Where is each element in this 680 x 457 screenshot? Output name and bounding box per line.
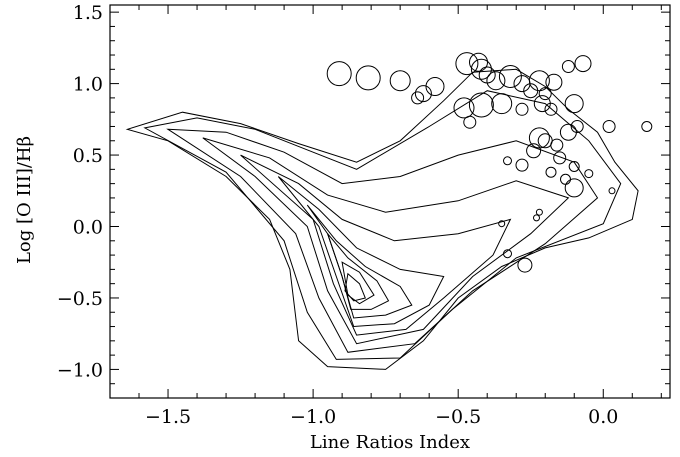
- x-axis: −1.5 −1.0 −0.5 0.0: [138, 5, 662, 428]
- circle-point-45: [533, 214, 540, 222]
- circle-point-29: [550, 138, 564, 152]
- contour-4: [240, 154, 512, 336]
- contour-5: [277, 176, 445, 328]
- circle-point-6: [455, 52, 479, 76]
- circle-point-42: [584, 169, 594, 179]
- x-axis-label: Line Ratios Index: [310, 432, 470, 453]
- circle-point-41: [564, 178, 584, 198]
- circle-point-1: [355, 65, 381, 91]
- circle-point-48: [498, 220, 506, 228]
- circle-point-34: [526, 143, 542, 159]
- x-tick-label: −1.5: [145, 406, 191, 428]
- y-tick-label: 0.5: [73, 145, 103, 167]
- contour-7: [327, 233, 390, 310]
- circle-point-22: [515, 102, 529, 116]
- x-tick-label: −0.5: [435, 406, 481, 428]
- circle-point-19: [453, 97, 475, 119]
- circle-point-27: [528, 127, 550, 149]
- x-tick-label: −1.0: [290, 406, 336, 428]
- circle-point-24: [544, 102, 558, 116]
- contour-3: [202, 137, 570, 345]
- circle-point-0: [326, 61, 352, 87]
- circle-point-5: [425, 77, 445, 96]
- y-tick-label: 0.0: [73, 217, 103, 239]
- circle-point-10: [486, 71, 506, 91]
- circle-point-44: [535, 208, 543, 216]
- circle-point-2: [389, 70, 411, 92]
- circle-point-47: [517, 257, 533, 273]
- circle-markers: [326, 52, 653, 273]
- circle-point-16: [545, 73, 563, 91]
- circle-point-30: [559, 123, 577, 141]
- circle-point-7: [469, 52, 488, 72]
- plot-frame: [109, 4, 671, 399]
- circle-point-36: [515, 158, 529, 172]
- contour-1: [143, 90, 622, 360]
- circle-point-26: [463, 115, 477, 129]
- circle-point-43: [608, 187, 616, 195]
- circle-point-21: [491, 93, 513, 115]
- circle-point-33: [641, 121, 653, 132]
- y-tick-label: 1.5: [73, 2, 103, 24]
- density-contours: [125, 68, 639, 370]
- x-tick-label: 0.0: [588, 406, 618, 428]
- plot-area: [109, 4, 671, 399]
- circle-point-37: [503, 156, 512, 166]
- circle-point-25: [564, 94, 584, 114]
- y-tick-label: 1.0: [73, 74, 103, 96]
- y-tick-label: −0.5: [57, 288, 103, 310]
- circle-point-15: [538, 87, 552, 101]
- circle-point-17: [574, 55, 592, 73]
- contour-2: [166, 128, 599, 353]
- circle-point-38: [545, 166, 557, 178]
- circle-point-8: [470, 58, 492, 80]
- circle-point-20: [468, 92, 494, 118]
- contour-9: [344, 272, 366, 302]
- contour-8: [341, 261, 375, 305]
- circle-point-11: [498, 65, 522, 88]
- circle-point-3: [411, 91, 425, 105]
- contour-outer: [125, 68, 639, 370]
- y-axis-label: Log [O III]/Hβ: [14, 136, 35, 264]
- circle-point-12: [513, 75, 531, 93]
- circle-point-31: [570, 120, 584, 133]
- circle-point-32: [602, 120, 616, 133]
- y-tick-label: −1.0: [57, 359, 103, 381]
- circle-point-46: [503, 249, 512, 259]
- circle-point-35: [553, 151, 567, 165]
- circle-point-18: [561, 60, 575, 73]
- circle-point-4: [414, 85, 432, 103]
- circle-point-40: [560, 173, 571, 185]
- y-axis: −1.0 −0.5 0.0 0.5 1.0 1.5: [57, 2, 670, 399]
- circle-point-39: [568, 161, 580, 172]
- contour-6: [306, 204, 413, 319]
